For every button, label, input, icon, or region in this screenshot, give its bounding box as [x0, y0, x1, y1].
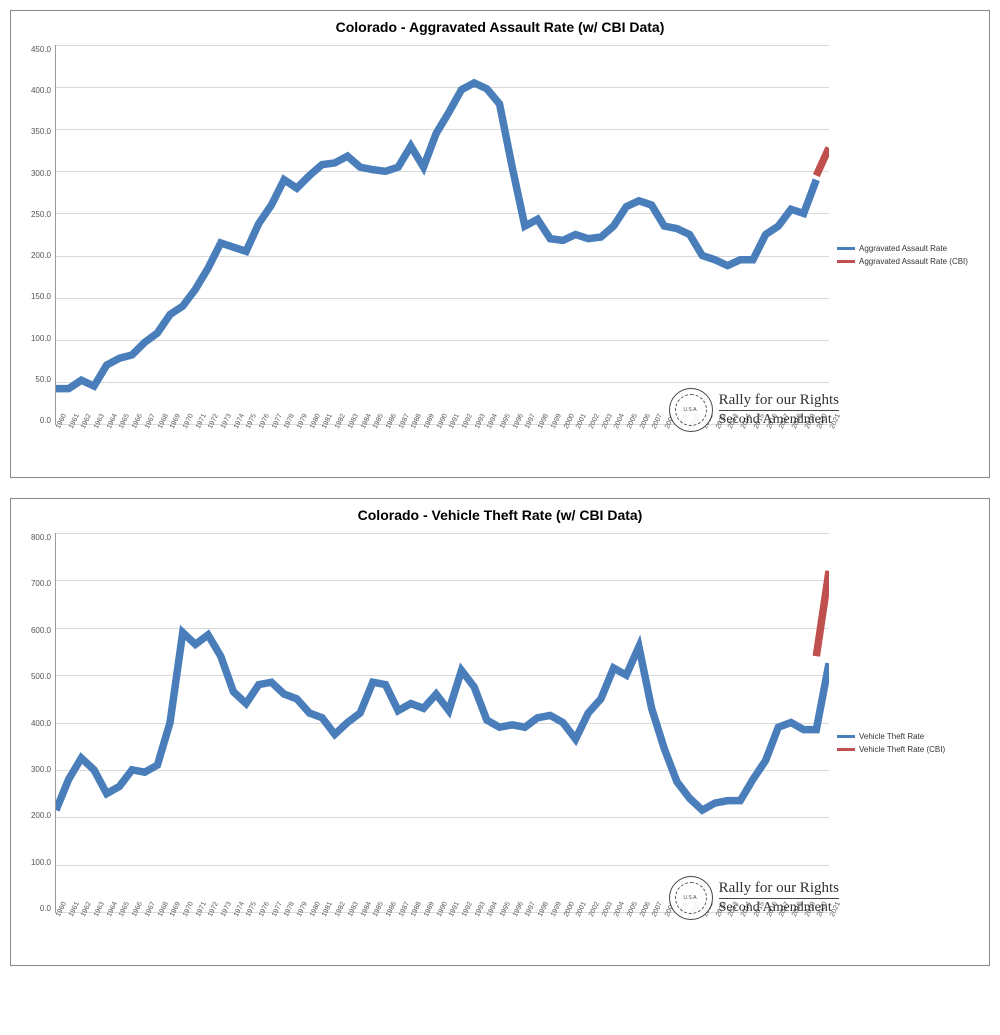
legend: Vehicle Theft Rate Vehicle Theft Rate (CB…: [829, 533, 977, 953]
y-axis: 800.0 700.0 600.0 500.0 400.0 300.0 200.0 100.0…: [23, 533, 55, 913]
chart-title: Colorado - Aggravated Assault Rate (w/ C…: [23, 19, 977, 35]
chart-container-0: Colorado - Aggravated Assault Rate (w/ C…: [10, 10, 990, 478]
y-tick-label: 400.0: [23, 86, 51, 95]
y-tick-label: 500.0: [23, 672, 51, 681]
chart-title: Colorado - Vehicle Theft Rate (w/ CBI Da…: [23, 507, 977, 523]
chart-svg: [56, 533, 829, 912]
plot-area: [55, 533, 829, 913]
watermark-line1: Rally for our Rights: [719, 880, 839, 899]
y-tick-label: 300.0: [23, 765, 51, 774]
watermark-text: Rally for our RightsSecond Amendment: [719, 880, 839, 916]
watermark: U.S.A. Rally for our RightsSecond Amendme…: [669, 388, 839, 432]
plot-row: 450.0 400.0 350.0 300.0 250.0 200.0 150.0 100.0…: [23, 45, 829, 425]
legend-label: Vehicle Theft Rate: [859, 732, 924, 741]
watermark-line2: Second Amendment: [719, 412, 839, 428]
y-tick-label: 600.0: [23, 626, 51, 635]
legend-swatch: [837, 247, 855, 250]
chart-svg: [56, 45, 829, 424]
series-line-0: [56, 632, 829, 810]
legend-swatch: [837, 735, 855, 738]
seal-icon: U.S.A.: [669, 876, 713, 920]
y-tick-label: 700.0: [23, 579, 51, 588]
y-tick-label: 800.0: [23, 533, 51, 542]
series-line-0: [56, 83, 816, 389]
y-tick-label: 400.0: [23, 719, 51, 728]
watermark-text: Rally for our RightsSecond Amendment: [719, 392, 839, 428]
watermark-line2: Second Amendment: [719, 900, 839, 916]
seal-icon: U.S.A.: [669, 388, 713, 432]
legend-item: Vehicle Theft Rate (CBI): [837, 745, 977, 754]
y-tick-label: 250.0: [23, 210, 51, 219]
y-tick-label: 450.0: [23, 45, 51, 54]
legend-label: Aggravated Assault Rate (CBI): [859, 257, 968, 266]
seal-text: U.S.A.: [683, 408, 697, 413]
y-tick-label: 200.0: [23, 811, 51, 820]
legend-label: Vehicle Theft Rate (CBI): [859, 745, 945, 754]
y-tick-label: 150.0: [23, 292, 51, 301]
series-line-1: [816, 571, 829, 656]
y-tick-label: 350.0: [23, 127, 51, 136]
watermark: U.S.A. Rally for our RightsSecond Amendme…: [669, 876, 839, 920]
y-axis: 450.0 400.0 350.0 300.0 250.0 200.0 150.0 100.0…: [23, 45, 55, 425]
watermark-line1: Rally for our Rights: [719, 392, 839, 411]
chart-container-1: Colorado - Vehicle Theft Rate (w/ CBI Da…: [10, 498, 990, 966]
y-tick-label: 200.0: [23, 251, 51, 260]
series-line-1: [816, 148, 829, 176]
legend-item: Vehicle Theft Rate: [837, 732, 977, 741]
legend-label: Aggravated Assault Rate: [859, 244, 947, 253]
legend: Aggravated Assault Rate Aggravated Assaul…: [829, 45, 977, 465]
plot-area: [55, 45, 829, 425]
legend-swatch: [837, 260, 855, 263]
y-tick-label: 100.0: [23, 334, 51, 343]
y-tick-label: 0.0: [23, 416, 51, 425]
legend-item: Aggravated Assault Rate: [837, 244, 977, 253]
y-tick-label: 300.0: [23, 169, 51, 178]
plot-row: 800.0 700.0 600.0 500.0 400.0 300.0 200.0 100.0…: [23, 533, 829, 913]
legend-item: Aggravated Assault Rate (CBI): [837, 257, 977, 266]
y-tick-label: 0.0: [23, 904, 51, 913]
legend-swatch: [837, 748, 855, 751]
y-tick-label: 50.0: [23, 375, 51, 384]
y-tick-label: 100.0: [23, 858, 51, 867]
seal-text: U.S.A.: [683, 896, 697, 901]
